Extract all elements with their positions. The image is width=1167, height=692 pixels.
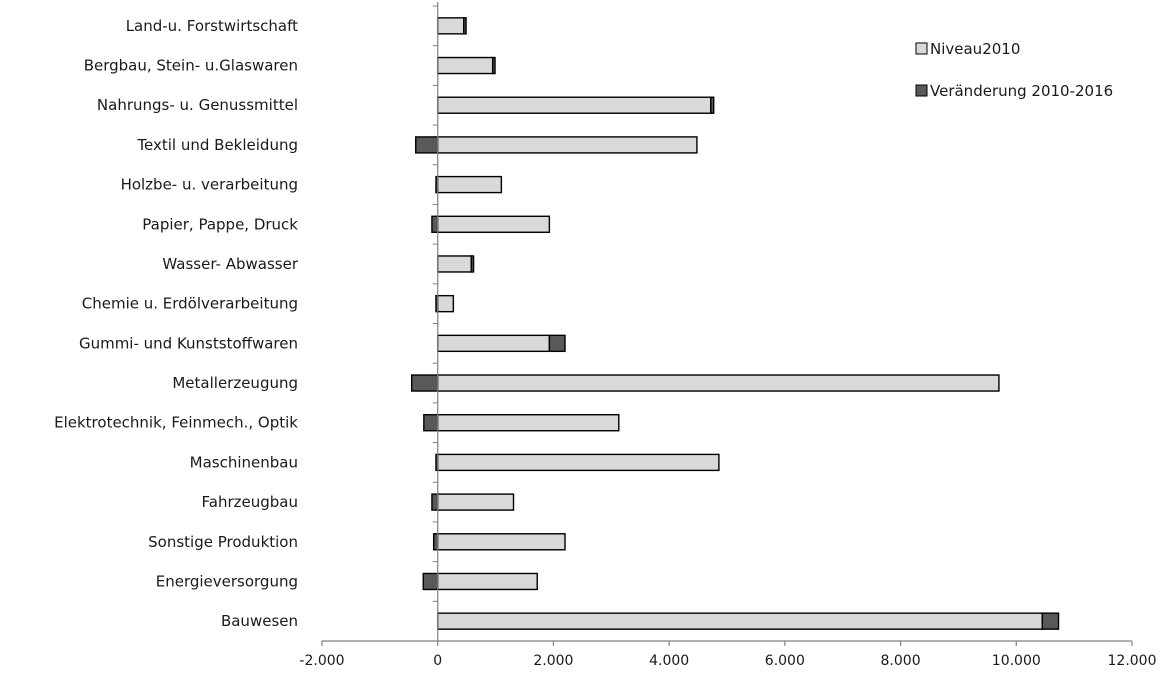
bar-veraenderung-3 [415,136,439,154]
bar-veraenderung-15 [1041,612,1060,630]
bar-niveau-12 [437,493,515,511]
legend: Niveau2010 Veränderung 2010-2016 [915,40,1113,100]
legend-swatch-1 [915,84,928,97]
bar-niveau-9 [437,374,1000,392]
bar-niveau-6 [437,255,472,273]
category-label-6: Wasser- Abwasser [162,255,298,273]
bar-veraenderung-13 [432,533,439,551]
x-tick-label-2: 2.000 [533,653,573,669]
bar-niveau-8 [437,334,551,353]
x-tick-label-0: -2.000 [299,653,344,669]
legend-swatch-0 [915,42,928,55]
x-tick-label-1: 0 [433,653,442,669]
category-label-3: Textil und Bekleidung [136,136,298,154]
category-label-11: Maschinenbau [190,453,298,471]
bar-niveau-3 [437,136,698,154]
bar-niveau-1 [437,56,494,75]
x-tick-label-6: 10.000 [992,653,1041,669]
category-label-15: Bauwesen [221,612,298,630]
bar-veraenderung-14 [422,572,439,591]
category-label-7: Chemie u. Erdölverarbeitung [82,295,298,313]
bars-layer [410,17,1060,630]
x-tick-label-5: 8.000 [881,653,921,669]
bar-veraenderung-12 [431,493,439,511]
bar-veraenderung-1 [491,56,496,75]
bar-veraenderung-5 [431,215,439,233]
category-label-9: Metallerzeugung [172,374,298,392]
bar-niveau-7 [437,294,455,313]
bar-veraenderung-0 [463,17,467,35]
category-label-12: Fahrzeugbau [202,493,298,511]
category-label-14: Energieversorgung [156,572,298,590]
bar-niveau-11 [437,453,720,472]
bar-niveau-5 [437,215,551,233]
bar-veraenderung-9 [410,374,439,392]
bar-niveau-13 [437,533,566,551]
category-label-4: Holzbe- u. verarbeitung [121,176,298,194]
category-label-0: Land-u. Forstwirtschaft [126,17,298,35]
bar-niveau-0 [437,17,465,35]
bar-veraenderung-6 [470,255,475,273]
bar-niveau-2 [437,96,712,114]
x-tick-label-4: 6.000 [765,653,805,669]
bar-veraenderung-2 [710,96,715,114]
bar-niveau-14 [437,572,538,591]
bar-niveau-15 [437,612,1044,630]
bar-veraenderung-10 [423,414,439,432]
x-tick-label-3: 4.000 [649,653,689,669]
axis-layer [321,2,1133,646]
category-label-8: Gummi- und Kunststoffwaren [79,334,298,352]
category-label-1: Bergbau, Stein- u.Glaswaren [84,57,298,75]
legend-label-1: Veränderung 2010-2016 [930,82,1113,100]
bar-veraenderung-8 [548,334,566,353]
category-label-10: Elektrotechnik, Feinmech., Optik [54,414,298,432]
bar-niveau-4 [437,175,503,194]
category-label-13: Sonstige Produktion [148,533,298,551]
labels-layer: Land-u. Forstwirtschaft Bergbau, Stein- u… [54,17,1156,669]
category-label-2: Nahrungs- u. Genussmittel [97,96,298,114]
category-label-5: Papier, Pappe, Druck [142,215,298,233]
bar-niveau-10 [437,414,620,432]
legend-label-0: Niveau2010 [930,40,1020,58]
x-tick-label-7: 12.000 [1108,653,1157,669]
